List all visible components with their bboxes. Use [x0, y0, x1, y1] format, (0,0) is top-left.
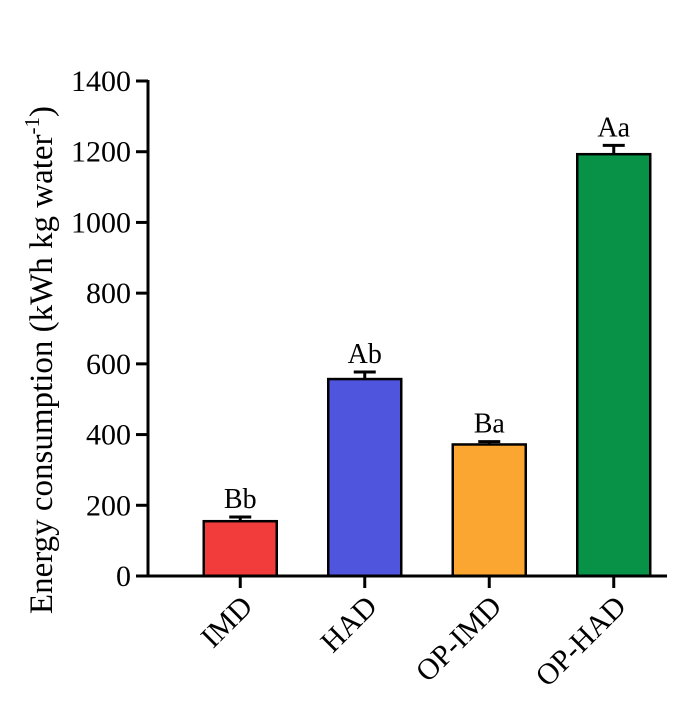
x-labels-layer: IMD HAD OP-IMD OP-HAD [195, 590, 633, 693]
y-tick-label-1400: 1400 [71, 65, 131, 98]
data-label-op-had: Aa [597, 112, 630, 143]
y-tick-label-400: 400 [86, 419, 131, 452]
bar-imd [202, 519, 278, 578]
svg-text:Energy consumption (kWh kg wat: Energy consumption (kWh kg water-1) [20, 106, 60, 614]
y-tick-label-800: 800 [86, 277, 131, 310]
bar-had [327, 377, 403, 578]
data-label-imd: Bb [224, 484, 257, 515]
x-label-imd: IMD [195, 590, 260, 655]
y-axis-title-main: Energy consumption (kWh kg water [24, 134, 60, 614]
axes-layer [146, 80, 667, 588]
y-ticks-layer: 0 200 400 600 800 1000 1200 1400 [71, 65, 148, 593]
data-label-op-imd: Ba [474, 409, 506, 440]
y-axis-title-superscript: -1 [20, 117, 44, 135]
x-label-had: HAD [314, 590, 383, 659]
x-label-op-had: OP-HAD [529, 590, 632, 693]
y-tick-label-200: 200 [86, 489, 131, 522]
y-axis-title: Energy consumption (kWh kg water-1) [20, 106, 60, 614]
data-labels-layer: Bb Ab Ba Aa [224, 112, 631, 515]
y-tick-label-0: 0 [116, 560, 131, 593]
y-tick-label-600: 600 [86, 348, 131, 381]
data-label-had: Ab [348, 339, 382, 370]
y-axis-title-close: ) [24, 106, 60, 117]
bar-op-had [576, 152, 652, 578]
y-tick-label-1200: 1200 [71, 136, 131, 169]
bar-op-imd [451, 443, 527, 578]
x-label-op-imd: OP-IMD [409, 590, 508, 689]
error-bars-layer [229, 143, 625, 522]
bars-layer [202, 152, 652, 578]
y-tick-label-1000: 1000 [71, 206, 131, 239]
